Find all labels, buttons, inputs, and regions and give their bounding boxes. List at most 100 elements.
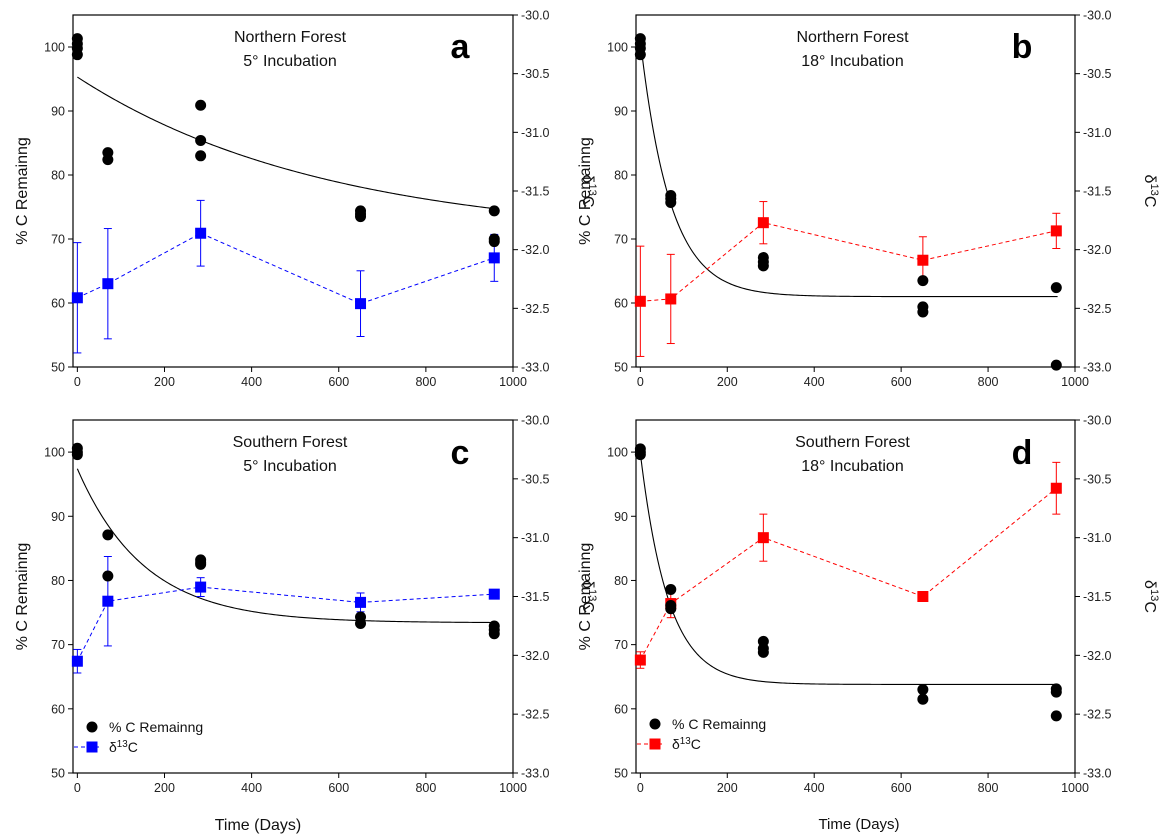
x-tick-label: 200 bbox=[154, 375, 175, 389]
x-tick-label: 800 bbox=[978, 781, 999, 795]
c-remaining-point bbox=[195, 558, 207, 570]
y-left-tick-label: 80 bbox=[614, 169, 628, 183]
y-right-tick-label: -32.5 bbox=[521, 302, 550, 316]
legend-c-marker bbox=[649, 718, 661, 730]
y-right-tick-label: -30.5 bbox=[521, 67, 550, 81]
d13c-point bbox=[634, 295, 646, 307]
x-tick-label: 200 bbox=[154, 781, 175, 795]
y-left-tick-label: 100 bbox=[44, 41, 65, 55]
x-tick-label: 400 bbox=[804, 781, 825, 795]
y-right-tick-label: -30.5 bbox=[521, 472, 550, 486]
c-remaining-point bbox=[355, 617, 367, 629]
c-remaining-point bbox=[1050, 282, 1062, 294]
legend: % C Remainng δ13C bbox=[637, 716, 766, 752]
c-remaining-point bbox=[195, 150, 207, 162]
c-remaining-point bbox=[665, 583, 677, 595]
panel-letter: c bbox=[451, 434, 470, 472]
c-remaining-point bbox=[102, 154, 114, 166]
y-right-tick-label: -30.5 bbox=[1083, 472, 1112, 486]
panel-title-line1: Northern Forest bbox=[234, 29, 347, 46]
panel-letter: a bbox=[451, 28, 471, 66]
y-left-tick-label: 100 bbox=[607, 446, 628, 460]
y-right-tick-label: -32.0 bbox=[1083, 649, 1112, 663]
d13c-point bbox=[634, 654, 646, 666]
x-tick-label: 1000 bbox=[499, 375, 527, 389]
y-left-tick-label: 60 bbox=[614, 297, 628, 311]
c-remaining-point bbox=[1050, 359, 1062, 371]
y-left-tick-label: 50 bbox=[51, 767, 65, 781]
c-remaining-point bbox=[488, 236, 500, 248]
c-remaining-point bbox=[488, 205, 500, 217]
y-right-tick-label: -30.0 bbox=[521, 9, 550, 23]
y-right-tick-label: -32.0 bbox=[521, 649, 550, 663]
c-remaining-point bbox=[355, 211, 367, 223]
y-right-axis-title: δ13C bbox=[1141, 580, 1160, 613]
c-remaining-point bbox=[1050, 686, 1062, 698]
y-left-tick-label: 50 bbox=[614, 767, 628, 781]
y-right-axis-title: δ13C bbox=[579, 580, 598, 613]
y-right-tick-label: -33.0 bbox=[1083, 361, 1112, 375]
y-left-tick-label: 90 bbox=[614, 105, 628, 119]
d13c-point bbox=[195, 227, 207, 239]
fit-curve bbox=[639, 453, 1058, 685]
y-right-tick-label: -32.0 bbox=[1083, 243, 1112, 257]
panel-title-line2: 18° Incubation bbox=[801, 53, 903, 70]
d13c-point bbox=[917, 591, 929, 602]
x-tick-label: 600 bbox=[891, 375, 912, 389]
c-remaining-point bbox=[917, 275, 929, 287]
d13c-point bbox=[1050, 225, 1062, 237]
y-right-tick-label: -31.0 bbox=[1083, 126, 1112, 140]
d13c-line bbox=[76, 586, 495, 662]
y-left-tick-label: 60 bbox=[614, 702, 628, 716]
c-remaining-point bbox=[102, 570, 114, 582]
legend-d13c-label: δ13C bbox=[672, 736, 701, 753]
y-right-tick-label: -31.5 bbox=[521, 590, 550, 604]
d13c-line bbox=[639, 487, 1057, 661]
y-left-tick-label: 90 bbox=[614, 510, 628, 524]
c-remaining-point bbox=[634, 449, 646, 461]
c-remaining-point bbox=[1050, 710, 1062, 722]
x-tick-label: 0 bbox=[637, 781, 644, 795]
x-tick-label: 400 bbox=[804, 375, 825, 389]
x-tick-label: 400 bbox=[241, 781, 262, 795]
y-left-tick-label: 70 bbox=[51, 638, 65, 652]
x-tick-label: 0 bbox=[74, 375, 81, 389]
panel-title-line2: 18° Incubation bbox=[801, 458, 903, 475]
y-left-tick-label: 70 bbox=[614, 638, 628, 652]
y-right-tick-label: -32.5 bbox=[521, 708, 550, 722]
x-tick-label: 800 bbox=[415, 781, 436, 795]
x-tick-label: 600 bbox=[328, 375, 349, 389]
panel-title-line2: 5° Incubation bbox=[243, 458, 337, 475]
d13c-point bbox=[917, 254, 929, 266]
d13c-line bbox=[640, 222, 1057, 302]
y-left-tick-label: 80 bbox=[51, 169, 65, 183]
legend-c-label: % C Remainng bbox=[109, 719, 203, 735]
y-left-tick-label: 50 bbox=[51, 361, 65, 375]
d13c-point bbox=[488, 252, 500, 264]
panel-title-line1: Southern Forest bbox=[795, 434, 910, 451]
y-right-tick-label: -31.5 bbox=[1083, 185, 1112, 199]
c-remaining-point bbox=[757, 646, 769, 658]
y-left-tick-label: 50 bbox=[614, 361, 628, 375]
d13c-point bbox=[71, 655, 83, 667]
d13c-point bbox=[757, 217, 769, 229]
c-remaining-point bbox=[488, 628, 500, 640]
x-tick-label: 200 bbox=[717, 781, 738, 795]
x-tick-label: 200 bbox=[717, 375, 738, 389]
panel-a: 0 200 400 600 800 1000 50 60 70 80 90 100 -30.0 -30.5… bbox=[14, 9, 598, 390]
y-left-tick-label: 70 bbox=[614, 233, 628, 247]
legend-c-marker bbox=[86, 721, 98, 733]
y-left-axis-title: % C Remainng bbox=[577, 543, 594, 651]
legend: % C Remainng δ13C bbox=[74, 719, 203, 755]
y-right-tick-label: -32.5 bbox=[1083, 708, 1112, 722]
x-tick-label: 800 bbox=[978, 375, 999, 389]
y-left-axis-title: % C Remainng bbox=[577, 137, 594, 245]
panel-letter: d bbox=[1012, 434, 1033, 472]
y-left-tick-label: 70 bbox=[51, 233, 65, 247]
y-right-tick-label: -31.5 bbox=[1083, 590, 1112, 604]
x-tick-label: 0 bbox=[637, 375, 644, 389]
panel-title-line1: Northern Forest bbox=[796, 29, 909, 46]
d13c-point bbox=[488, 588, 500, 600]
d13c-point bbox=[1050, 482, 1062, 494]
y-right-tick-label: -30.0 bbox=[1083, 9, 1112, 23]
